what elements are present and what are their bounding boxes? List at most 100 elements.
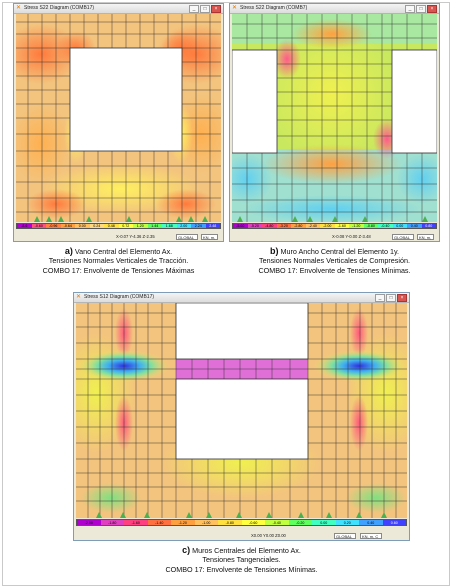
legend-c-9: -0.20 <box>288 520 312 525</box>
legend-c-6: -0.80 <box>218 520 242 525</box>
legend-c-11: 0.20 <box>335 520 359 525</box>
legend-a-10: 1.68 <box>162 224 177 228</box>
caption-c-line-1: Muros Centrales del Elemento Ax. <box>192 546 301 555</box>
panel-c-units-select[interactable]: KN, m, C <box>360 532 382 539</box>
app-icon: ✕ <box>232 5 238 11</box>
legend-c-2: -1.60 <box>124 520 148 525</box>
panel-a-contour-svg <box>16 14 221 222</box>
maximize-icon[interactable]: □ <box>200 5 210 13</box>
legend-c-12: 0.40 <box>359 520 383 525</box>
legend-a-4: 0.00 <box>75 224 90 228</box>
panel-b-window-title: Stress S22 Diagram (COMB7) <box>240 5 308 11</box>
legend-b-3: -3.20 <box>276 224 291 228</box>
panel-b-contour-svg <box>232 14 437 222</box>
panel-c-supports <box>96 512 387 518</box>
legend-b-4: -2.80 <box>291 224 306 228</box>
caption-b-line-1: Muro Ancho Central del Elemento 1y. <box>280 247 400 256</box>
panel-b-statusbar: X-0.08 Y-0.00 Z-3.48 GLOBAL KN, m, C <box>232 233 437 241</box>
panel-a-units-select[interactable]: KN, m, C <box>201 233 218 241</box>
caption-a-letter: a) <box>64 246 73 256</box>
panel-b-titlebar[interactable]: ✕ Stress S22 Diagram (COMB7) _ □ × <box>230 4 439 14</box>
panel-c-mesh <box>76 303 407 518</box>
legend-c-0: -2.00 <box>77 520 101 525</box>
panel-c-system-select[interactable]: GLOBAL <box>334 532 356 539</box>
caption-a-line-2: Tensiones Normales Verticales de Tracció… <box>48 256 189 266</box>
panel-b-coords: X-0.08 Y-0.00 Z-3.48 <box>332 234 371 239</box>
legend-c-8: -0.40 <box>265 520 289 525</box>
legend-c-4: -1.20 <box>171 520 195 525</box>
panel-b-contour-plot[interactable] <box>232 14 437 222</box>
caption-b: b) Muro Ancho Central del Elemento 1y. T… <box>229 246 440 275</box>
caption-c-line-3: COMBO 17: Envolvente de Tensiones Mínima… <box>165 564 318 574</box>
panel-c-contour-plot[interactable] <box>76 303 407 518</box>
legend-b-7: -1.60 <box>334 224 349 228</box>
legend-c-13: 0.60 <box>382 520 406 525</box>
close-icon[interactable]: × <box>397 294 407 302</box>
legend-b-12: 0.40 <box>407 224 422 228</box>
panel-a-window: ✕ Stress S22 Diagram (COMB17) _ □ × <box>13 3 224 242</box>
close-icon[interactable]: × <box>211 5 221 13</box>
legend-b-10: -0.40 <box>378 224 393 228</box>
legend-a-7: 0.72 <box>118 224 133 228</box>
caption-b-line-2: Tensiones Normales Verticales de Compres… <box>258 256 410 266</box>
legend-a-2: -0.96 <box>46 224 61 228</box>
caption-c: c) Muros Centrales del Elemento Ax. Tens… <box>73 545 410 574</box>
legend-a-6: 0.48 <box>104 224 119 228</box>
legend-c-1: -1.80 <box>100 520 124 525</box>
minimize-icon[interactable]: _ <box>189 5 199 13</box>
caption-c-line-2: Tensiones Tangenciales. <box>202 555 281 565</box>
legend-a-3: -0.64 <box>60 224 75 228</box>
panel-a-window-title: Stress S22 Diagram (COMB17) <box>24 5 95 11</box>
minimize-icon[interactable]: _ <box>405 5 415 13</box>
caption-a-line-1: Vano Central del Elemento Ax. <box>74 247 173 256</box>
legend-b-13: 0.80 <box>421 224 436 228</box>
panel-c-coords: X0.00 Y0.00 Z0.00 <box>251 533 286 538</box>
legend-b-8: -1.20 <box>349 224 364 228</box>
legend-b-2: -4.80 <box>262 224 277 228</box>
maximize-icon[interactable]: □ <box>386 294 396 302</box>
maximize-icon[interactable]: □ <box>416 5 426 13</box>
legend-a-12: 2.24 <box>191 224 206 228</box>
legend-c-3: -1.40 <box>147 520 171 525</box>
caption-b-letter: b) <box>269 246 279 256</box>
panel-a-statusbar: X-0.07 Y-4.36 Z-2.35 GLOBAL KN, m, C <box>16 233 221 241</box>
panel-a-mesh <box>16 14 221 222</box>
legend-c-5: -1.00 <box>194 520 218 525</box>
caption-c-letter: c) <box>182 545 191 555</box>
legend-c-7: -0.60 <box>241 520 265 525</box>
legend-c-10: 0.00 <box>312 520 336 525</box>
panel-b-supports <box>237 216 428 222</box>
legend-b-9: -0.80 <box>363 224 378 228</box>
legend-a-11: 2.00 <box>176 224 191 228</box>
caption-b-line-3: COMBO 17: Envolvente de Tensiones Mínima… <box>258 265 411 275</box>
panel-a-color-legend: -8.6 -0.60 -0.96 -0.64 0.00 0.24 0.48 0.… <box>16 223 221 229</box>
panel-c-contour-svg <box>76 303 407 518</box>
panel-a-system-select[interactable]: GLOBAL <box>176 233 198 240</box>
app-icon: ✕ <box>76 294 82 300</box>
legend-b-0: -5.60 <box>233 224 248 228</box>
legend-b-6: -2.00 <box>320 224 335 228</box>
panel-b-system-select[interactable]: GLOBAL <box>392 233 414 240</box>
legend-a-13: 2.48 <box>205 224 220 228</box>
legend-b-1: -5.20 <box>247 224 262 228</box>
panel-a-supports <box>34 216 208 222</box>
panel-a-contour-plot[interactable] <box>16 14 221 222</box>
app-icon: ✕ <box>16 5 22 11</box>
panel-a-titlebar[interactable]: ✕ Stress S22 Diagram (COMB17) _ □ × <box>14 4 223 14</box>
legend-b-11: 0.00 <box>392 224 407 228</box>
panel-c-titlebar[interactable]: ✕ Stress S12 Diagram (COMB17) _ □ × <box>74 293 409 303</box>
panel-b-color-legend: -5.60 -5.20 -4.80 -3.20 -2.80 -2.40 -2.0… <box>232 223 437 229</box>
panel-b-units-select[interactable]: KN, m, C <box>417 233 434 241</box>
panel-a-coords: X-0.07 Y-4.36 Z-2.35 <box>116 234 155 239</box>
minimize-icon[interactable]: _ <box>375 294 385 302</box>
caption-a-line-3: COMBO 17: Envolvente de Tensiones Máxima… <box>42 265 195 275</box>
panel-c-statusbar: X0.00 Y0.00 Z0.00 GLOBAL KN, m, C <box>76 532 407 539</box>
legend-a-0: -8.6 <box>17 224 32 228</box>
panel-b-mesh <box>232 14 437 222</box>
panel-c-window: ✕ Stress S12 Diagram (COMB17) _ □ × <box>73 292 410 541</box>
close-icon[interactable]: × <box>427 5 437 13</box>
panel-b-window: ✕ Stress S22 Diagram (COMB7) _ □ × <box>229 3 440 242</box>
legend-b-5: -2.40 <box>305 224 320 228</box>
legend-a-9: 1.44 <box>147 224 162 228</box>
legend-a-8: 1.20 <box>133 224 148 228</box>
